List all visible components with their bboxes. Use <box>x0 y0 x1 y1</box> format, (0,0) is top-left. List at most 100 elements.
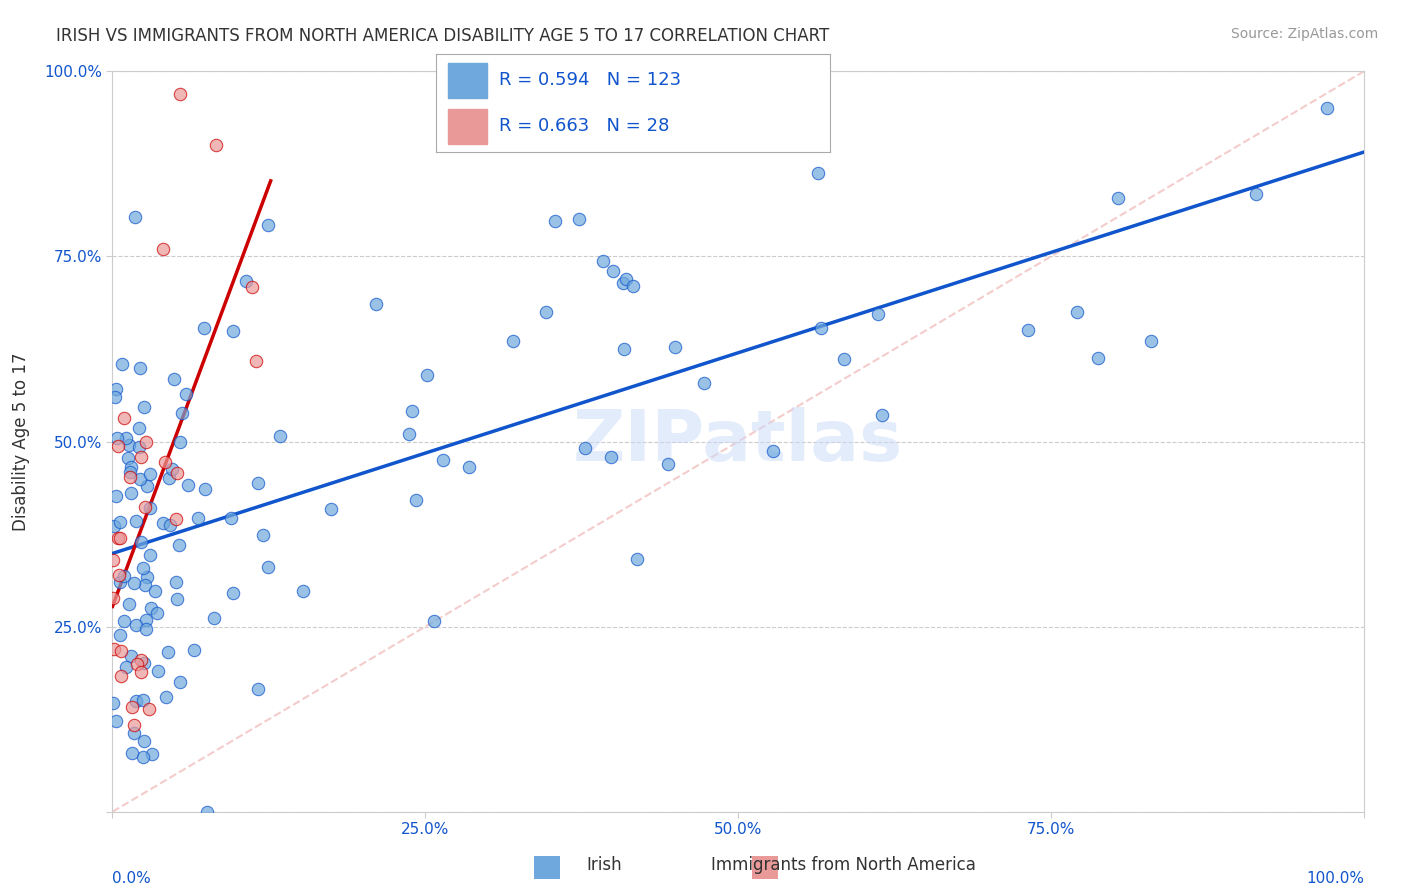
Point <box>112 569 135 583</box>
Point <box>167 538 190 552</box>
Point <box>405 493 427 508</box>
Text: R = 0.594   N = 123: R = 0.594 N = 123 <box>499 71 681 89</box>
Point <box>221 324 243 338</box>
Point <box>600 450 623 464</box>
Text: 0.0%: 0.0% <box>112 871 152 886</box>
Point <box>292 583 315 598</box>
Point <box>592 254 614 268</box>
Point <box>135 622 157 636</box>
Point <box>602 264 624 278</box>
Point <box>122 726 145 740</box>
Point <box>120 470 142 484</box>
Point <box>195 805 218 819</box>
Y-axis label: Disability Age 5 to 17: Disability Age 5 to 17 <box>13 352 30 531</box>
Point <box>810 321 832 335</box>
Point <box>502 334 524 348</box>
Point <box>118 438 141 452</box>
Point <box>166 466 188 480</box>
Point <box>235 274 257 288</box>
Point <box>131 561 153 575</box>
Point <box>187 511 209 525</box>
Point <box>120 486 142 500</box>
Point <box>110 531 132 545</box>
Point <box>107 439 129 453</box>
Point <box>166 591 188 606</box>
Point <box>1107 191 1129 205</box>
Point <box>121 746 143 760</box>
Point <box>1316 102 1339 116</box>
Point <box>141 747 163 761</box>
Point <box>148 664 170 678</box>
Point <box>105 714 128 728</box>
Point <box>1017 323 1039 337</box>
Point <box>693 376 716 391</box>
Point <box>108 568 131 582</box>
Point <box>104 390 127 404</box>
Point <box>160 462 183 476</box>
Point <box>138 701 160 715</box>
Point <box>152 242 174 256</box>
Point <box>163 372 186 386</box>
Point <box>122 718 145 732</box>
Point <box>252 527 274 541</box>
Point <box>153 455 176 469</box>
Point <box>246 681 269 696</box>
Point <box>157 471 180 485</box>
Point <box>621 278 644 293</box>
Point <box>156 645 179 659</box>
Point <box>205 138 228 153</box>
Point <box>222 586 245 600</box>
Point <box>138 467 160 481</box>
Point <box>135 435 157 450</box>
Point <box>762 444 785 458</box>
Point <box>129 360 152 375</box>
Point <box>101 591 124 605</box>
Point <box>114 432 136 446</box>
Point <box>183 642 205 657</box>
Point <box>108 515 131 529</box>
Point <box>664 340 686 354</box>
Point <box>240 279 263 293</box>
Point <box>174 387 197 401</box>
Point <box>125 694 148 708</box>
Point <box>108 574 131 589</box>
Point <box>613 343 636 357</box>
Point <box>117 597 139 611</box>
Point <box>170 406 193 420</box>
Point <box>115 660 138 674</box>
Point <box>138 500 160 515</box>
Point <box>423 614 446 628</box>
Point <box>1087 351 1109 365</box>
Point <box>108 628 131 642</box>
Point <box>131 665 153 679</box>
Point <box>124 211 146 225</box>
Point <box>1139 334 1161 349</box>
Point <box>193 321 215 335</box>
Text: Immigrants from North America: Immigrants from North America <box>711 856 976 874</box>
Text: Source: ZipAtlas.com: Source: ZipAtlas.com <box>1230 27 1378 41</box>
Point <box>432 453 454 467</box>
Point <box>129 653 152 667</box>
Point <box>143 583 166 598</box>
Point <box>612 276 634 290</box>
Point <box>319 502 342 516</box>
Text: IRISH VS IMMIGRANTS FROM NORTH AMERICA DISABILITY AGE 5 TO 17 CORRELATION CHART: IRISH VS IMMIGRANTS FROM NORTH AMERICA D… <box>56 27 830 45</box>
Point <box>868 307 890 321</box>
Point <box>807 166 830 180</box>
Point <box>141 601 163 615</box>
Point <box>246 476 269 491</box>
Point <box>257 218 280 232</box>
Point <box>544 214 567 228</box>
Point <box>101 553 124 567</box>
Point <box>128 440 150 454</box>
Point <box>534 305 557 319</box>
Point <box>194 482 217 496</box>
Text: Irish: Irish <box>586 856 623 874</box>
Point <box>138 548 160 562</box>
Point <box>257 559 280 574</box>
Text: 100.0%: 100.0% <box>1306 871 1364 886</box>
Point <box>103 518 125 533</box>
Point <box>107 532 129 546</box>
Point <box>120 460 142 475</box>
Point <box>169 87 191 101</box>
